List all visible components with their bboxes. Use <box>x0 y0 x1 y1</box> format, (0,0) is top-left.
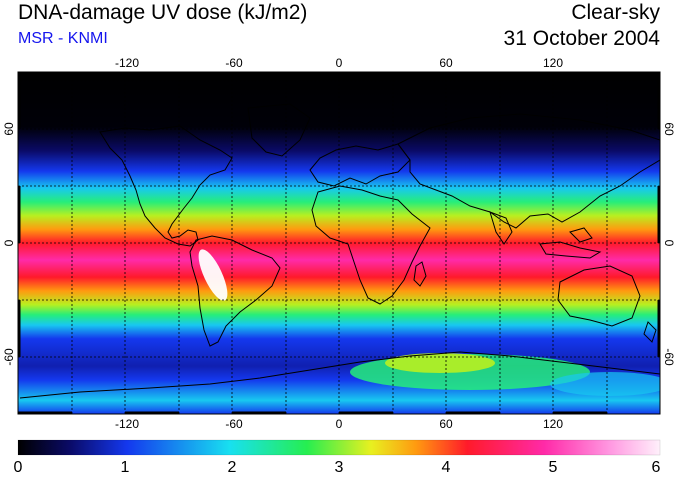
lon-tick-bottom: 60 <box>439 417 453 431</box>
source-label: MSR - KNMI <box>18 30 108 47</box>
colorbar-label: 6 <box>651 459 661 476</box>
lon-tick-bottom: -120 <box>115 417 139 431</box>
lat-tick-left: 0 <box>2 239 16 246</box>
lon-tick-bottom: 0 <box>336 417 343 431</box>
lon-tick-top: 60 <box>439 56 453 70</box>
colorbar-label: 1 <box>120 459 130 476</box>
graticule <box>18 72 660 414</box>
colorbar-label: 3 <box>334 459 344 476</box>
date-label: 31 October 2004 <box>503 27 660 50</box>
lat-tick-left: -60 <box>2 348 16 366</box>
colorbar-label: 0 <box>13 459 23 476</box>
andes-uv-peak <box>198 249 228 301</box>
colorbar <box>18 440 660 455</box>
colorbar-label: 2 <box>227 459 237 476</box>
lat-tick-right: -60 <box>662 348 676 366</box>
map-title: DNA-damage UV dose (kJ/m2) <box>18 1 308 24</box>
lat-tick-right: 0 <box>662 240 676 247</box>
lon-tick-top: -60 <box>225 56 243 70</box>
lat-tick-right: 60 <box>662 122 676 136</box>
colorbar-label: 5 <box>548 459 558 476</box>
lon-tick-top: -120 <box>115 56 139 70</box>
sky-condition-label: Clear-sky <box>571 1 660 24</box>
lon-tick-top: 0 <box>336 56 343 70</box>
coastlines <box>19 103 660 399</box>
lon-tick-top: 120 <box>543 56 563 70</box>
colorbar-label: 4 <box>441 459 451 476</box>
lon-tick-bottom: -60 <box>225 417 243 431</box>
lat-tick-left: 60 <box>2 122 16 136</box>
map-frame <box>17 71 661 415</box>
lon-tick-bottom: 120 <box>543 417 563 431</box>
